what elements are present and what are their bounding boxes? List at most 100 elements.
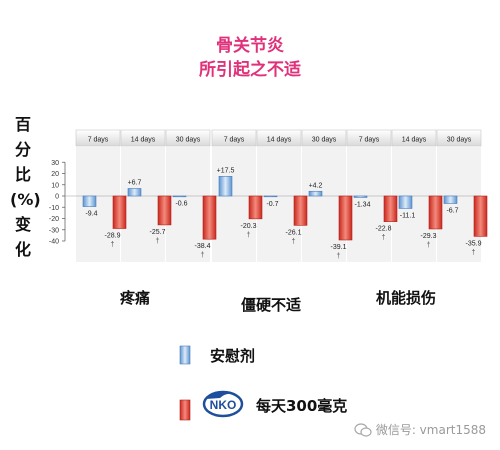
- y-tick-label: -20: [49, 216, 59, 223]
- treatment-bar: [157, 195, 172, 226]
- group-label: 疼痛: [120, 289, 150, 307]
- y-tick-label: 20: [51, 171, 59, 178]
- placebo-value-label: +4.2: [309, 182, 323, 189]
- chart-panel: [257, 147, 301, 262]
- treatment-value-label: -26.1: [286, 229, 302, 236]
- chart-title: 骨关节炎 所引起之不适: [0, 34, 500, 82]
- chart-panel: [347, 147, 391, 262]
- legend-swatch-placebo: [179, 345, 191, 365]
- nko-logo-text: NKO: [210, 398, 237, 412]
- nko-logo: NKO: [202, 390, 244, 418]
- legend-label-treatment: 每天300毫克: [256, 396, 348, 415]
- placebo-value-label: -0.7: [266, 201, 278, 208]
- treatment-bar: [338, 195, 353, 241]
- chart-panel: [121, 147, 165, 262]
- placebo-bar: [353, 195, 368, 198]
- placebo-value-label: +17.5: [217, 167, 235, 174]
- period-label: 14 days: [267, 137, 292, 144]
- significance-marker: †: [337, 253, 341, 260]
- significance-marker: †: [382, 235, 386, 242]
- significance-marker: †: [111, 242, 115, 249]
- treatment-value-label: -28.9: [105, 233, 121, 240]
- placebo-bar: [82, 195, 97, 207]
- y-tick-label: -30: [49, 227, 59, 234]
- period-label: 14 days: [402, 137, 427, 144]
- period-label: 30 days: [312, 137, 337, 144]
- period-label: 7 days: [224, 137, 245, 144]
- group-label: 机能损伤: [376, 289, 436, 307]
- period-label: 14 days: [131, 137, 156, 144]
- placebo-bar: [218, 176, 233, 197]
- treatment-value-label: -25.7: [150, 229, 166, 236]
- period-header: [256, 129, 302, 147]
- placebo-value-label: -6.7: [446, 208, 458, 215]
- watermark: 微信号: vmart1588: [354, 421, 486, 438]
- legend-label-placebo: 安慰剂: [210, 346, 256, 365]
- placebo-value-label: -9.4: [85, 211, 97, 218]
- treatment-bar: [293, 195, 308, 226]
- wechat-icon: [354, 423, 372, 437]
- ylabel-char: 变: [14, 215, 31, 234]
- placebo-bar: [443, 195, 458, 204]
- y-axis-label: 百 分 比 (%) 变 化: [10, 112, 41, 262]
- treatment-value-label: -22.8: [376, 226, 392, 233]
- y-tick-label: -40: [49, 239, 59, 246]
- treatment-bar: [112, 195, 127, 229]
- chart-panel: [437, 147, 481, 262]
- y-tick-label: -10: [49, 205, 59, 212]
- period-label: 7 days: [359, 137, 380, 144]
- title-line-1: 骨关节炎: [216, 36, 284, 56]
- y-tick-label: 10: [51, 182, 59, 189]
- period-header: [436, 129, 482, 147]
- period-header: [211, 129, 257, 147]
- placebo-bar: [172, 195, 187, 198]
- period-header: [75, 129, 121, 147]
- period-header: [120, 129, 166, 147]
- placebo-bar: [398, 195, 413, 209]
- treatment-bar: [473, 195, 488, 237]
- ylabel-char: 百: [14, 115, 31, 134]
- significance-marker: †: [156, 238, 160, 245]
- treatment-bar: [428, 195, 443, 230]
- treatment-bar: [202, 195, 217, 240]
- y-tick-label: 0: [55, 194, 59, 201]
- chart-panel: [166, 147, 210, 262]
- treatment-value-label: -29.3: [421, 233, 437, 240]
- ylabel-char: 分: [14, 140, 31, 159]
- significance-marker: †: [472, 249, 476, 256]
- placebo-value-label: -1.34: [355, 202, 371, 209]
- period-header: [301, 129, 347, 147]
- period-label: 30 days: [447, 137, 472, 144]
- legend-swatch-treatment: NKO: [179, 390, 244, 421]
- significance-marker: †: [427, 242, 431, 249]
- legend-item-treatment: NKO 每天300毫克: [170, 388, 347, 422]
- ylabel-char: (%): [10, 190, 41, 209]
- significance-marker: †: [247, 232, 251, 239]
- treatment-bar: [248, 195, 263, 220]
- treatment-value-label: -38.4: [195, 243, 211, 250]
- placebo-value-label: -11.1: [400, 212, 416, 219]
- significance-marker: †: [201, 252, 205, 259]
- treatment-value-label: -35.9: [466, 240, 482, 247]
- period-label: 30 days: [176, 137, 201, 144]
- chart-panel: [212, 147, 256, 262]
- placebo-bar: [127, 188, 142, 197]
- treatment-value-label: -20.3: [241, 223, 257, 230]
- ylabel-char: 比: [14, 165, 31, 184]
- placebo-value-label: +6.7: [128, 179, 142, 186]
- group-label: 僵硬不适: [241, 296, 301, 314]
- placebo-value-label: -0.6: [175, 201, 187, 208]
- ylabel-char: 化: [14, 240, 31, 259]
- period-header: [346, 129, 392, 147]
- placebo-bar: [263, 195, 278, 198]
- period-header: [391, 129, 437, 147]
- treatment-bar: [383, 195, 398, 222]
- period-header: [165, 129, 211, 147]
- bar-chart: 7 days 14 days 30 days 7 days 14 days 30 days…: [49, 129, 488, 314]
- treatment-value-label: -39.1: [331, 244, 347, 251]
- significance-marker: †: [292, 238, 296, 245]
- placebo-bar: [308, 190, 323, 197]
- chart-panel: [302, 147, 346, 262]
- legend-item-placebo: 安慰剂: [170, 344, 255, 366]
- period-label: 7 days: [88, 137, 109, 144]
